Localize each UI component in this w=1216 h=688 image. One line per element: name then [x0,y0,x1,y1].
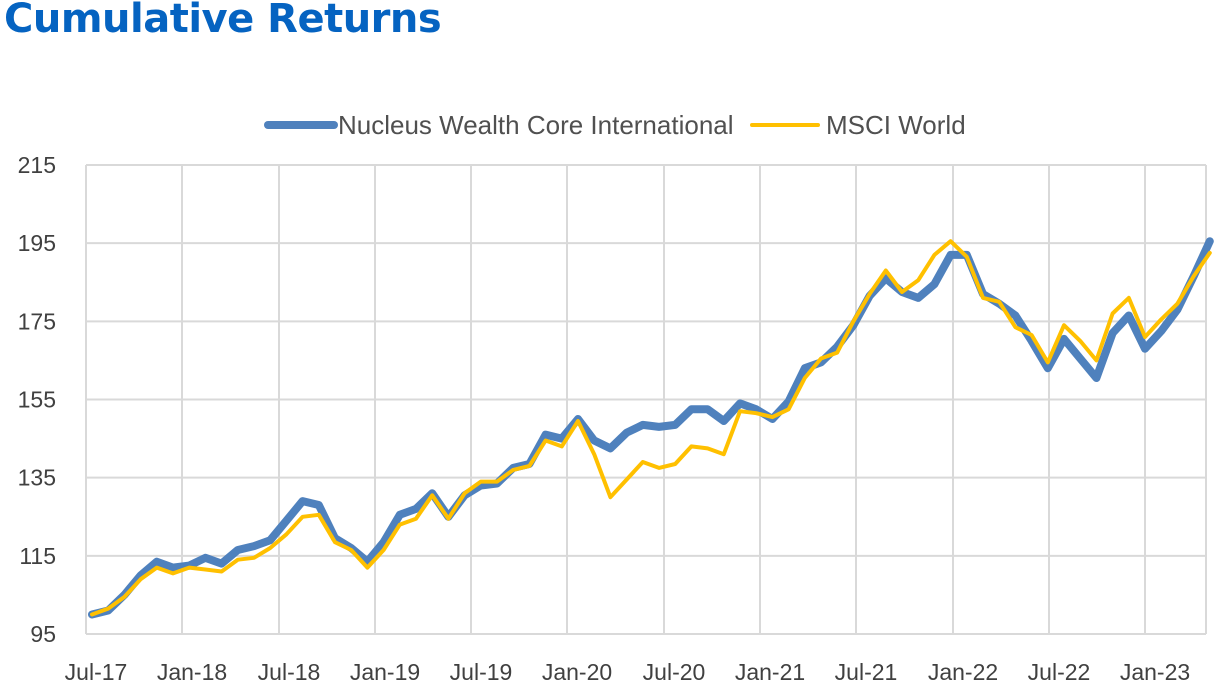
legend-label: MSCI World [826,110,966,140]
series-line-msci [90,239,1212,617]
y-tick-label: 135 [18,465,56,491]
series-lines [88,237,1214,619]
y-tick-label: 175 [18,308,56,334]
x-tick-label: Jul-20 [643,659,706,685]
y-tick-label: 95 [30,621,56,647]
x-tick-label: Jul-22 [1028,659,1091,685]
x-tick-label: Jan-22 [928,659,998,685]
x-tick-label: Jan-18 [157,659,227,685]
grid [85,164,1207,635]
y-tick-label: 215 [18,152,56,178]
x-tick-label: Jan-19 [350,659,420,685]
series-line-nucleus [88,237,1214,619]
y-axis-tick-labels: 95 115 135 155 175 195 215 [18,152,56,647]
x-tick-label: Jan-21 [735,659,805,685]
x-tick-label: Jan-20 [542,659,612,685]
x-tick-label: Jan-23 [1120,659,1190,685]
y-tick-label: 115 [19,543,56,569]
x-tick-label: Jul-18 [258,659,321,685]
x-axis-tick-labels: Jul-17 Jan-18 Jul-18 Jan-19 Jul-19 Jan-20 Jul-… [65,659,1190,685]
x-tick-label: Jul-17 [65,659,128,685]
legend-label: Nucleus Wealth Core International [338,110,734,140]
y-tick-label: 155 [18,387,56,413]
x-tick-label: Jul-19 [450,659,513,685]
legend: Nucleus Wealth Core International MSCI Wo… [264,110,966,140]
y-tick-label: 195 [18,230,56,256]
page-title: Cumulative Returns [4,0,442,42]
x-tick-label: Jul-21 [835,659,898,685]
